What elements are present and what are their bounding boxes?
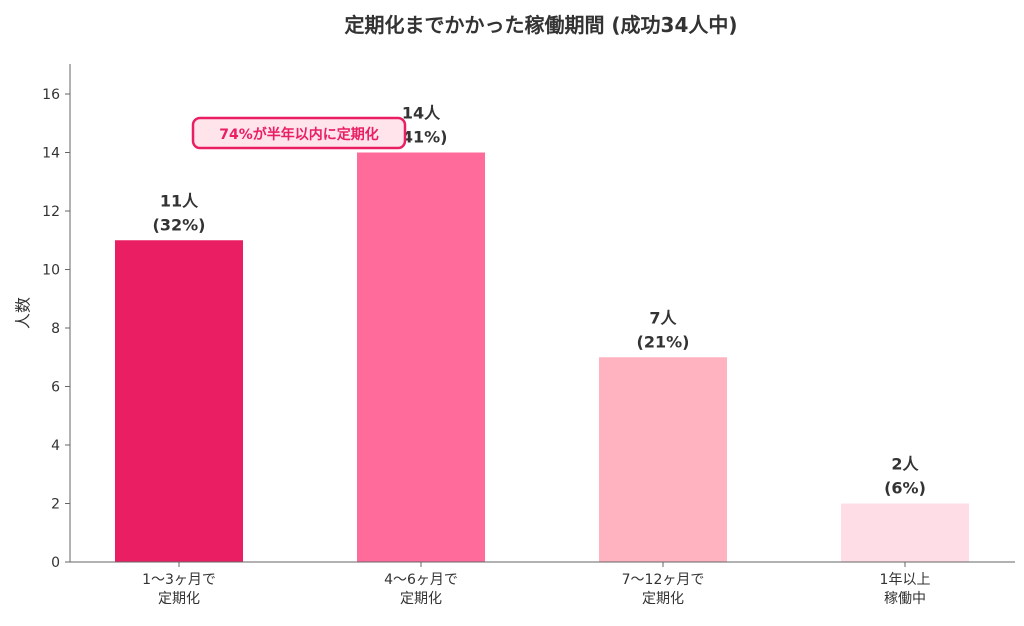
y-tick-label: 8 bbox=[51, 321, 60, 337]
bar-3 bbox=[599, 357, 727, 562]
y-tick-label: 2 bbox=[51, 497, 60, 513]
data-label: 2人 bbox=[891, 455, 919, 474]
y-tick-label: 12 bbox=[42, 204, 60, 220]
data-label: (41%) bbox=[395, 128, 448, 147]
data-label: (6%) bbox=[884, 479, 926, 498]
bar-2 bbox=[357, 152, 485, 562]
bar-4 bbox=[841, 503, 969, 562]
y-axis-label: 人数 bbox=[14, 297, 33, 329]
annotation-box bbox=[191, 116, 407, 150]
y-tick-label: 0 bbox=[51, 555, 60, 571]
annotation-text: 74%が半年以内に定期化 bbox=[219, 126, 379, 143]
y-tick-label: 10 bbox=[42, 263, 60, 279]
y-tick-label: 14 bbox=[42, 146, 60, 162]
y-tick-label: 6 bbox=[51, 380, 60, 396]
data-label: 11人 bbox=[160, 191, 199, 210]
x-tick-label: 7〜12ヶ月で bbox=[622, 572, 705, 588]
x-tick-label: 1年以上 bbox=[880, 572, 931, 588]
chart-title: 定期化までかかった稼働期間 (成功34人中) bbox=[344, 13, 737, 37]
bar-1 bbox=[115, 240, 243, 562]
x-tick-label: 定期化 bbox=[400, 591, 442, 607]
y-tick-label: 16 bbox=[42, 87, 60, 103]
plot-area: 02468101214161〜3ヶ月で定期化4〜6ヶ月で定期化7〜12ヶ月で定期… bbox=[42, 64, 1015, 607]
data-label: 14人 bbox=[402, 104, 441, 123]
x-tick-label: 稼働中 bbox=[884, 591, 926, 607]
y-tick-label: 4 bbox=[51, 438, 60, 454]
data-label: (21%) bbox=[637, 332, 690, 351]
x-tick-label: 定期化 bbox=[158, 591, 200, 607]
x-tick-label: 1〜3ヶ月で bbox=[142, 572, 216, 588]
x-tick-label: 4〜6ヶ月で bbox=[384, 572, 458, 588]
data-label: 7人 bbox=[649, 308, 677, 327]
data-label: (32%) bbox=[153, 215, 206, 234]
x-tick-label: 定期化 bbox=[642, 591, 684, 607]
